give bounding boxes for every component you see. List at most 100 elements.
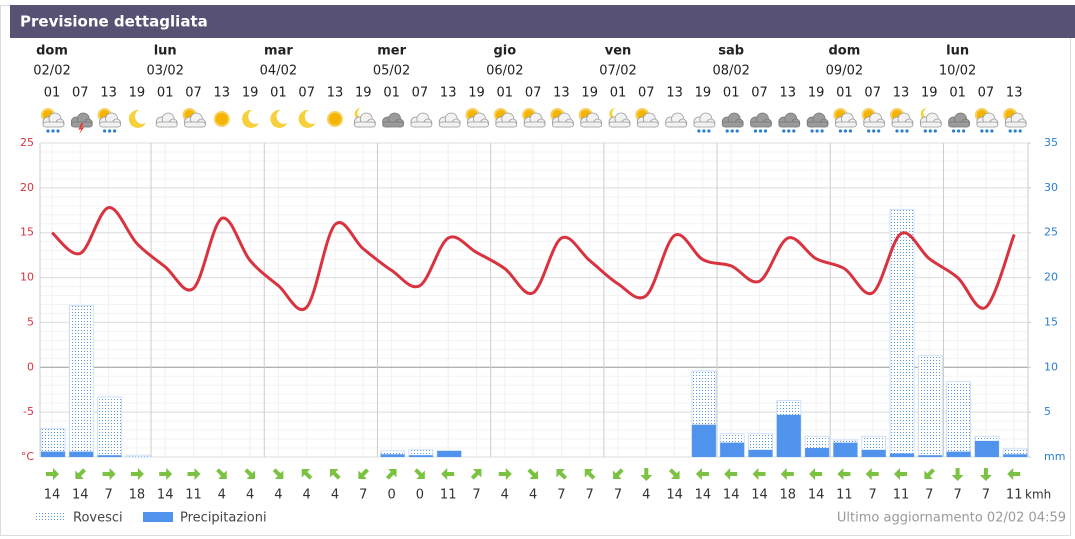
day-date: 05/02: [373, 64, 410, 79]
wind-speed: 7: [557, 488, 565, 503]
legend-swatch: [143, 512, 173, 522]
rain-drop: [962, 129, 966, 133]
weather-icon: [522, 108, 546, 128]
hour-label: 07: [72, 86, 89, 101]
wind-arrow: [272, 468, 284, 479]
wind-speed: 11: [440, 488, 457, 503]
rain-drop: [838, 129, 842, 133]
weather-icon: [1003, 108, 1027, 133]
rain-drop: [113, 129, 117, 133]
day-date: 10/02: [939, 64, 976, 79]
wind-speed: 4: [331, 488, 339, 503]
wind-arrow: [724, 468, 738, 480]
hour-label: 01: [723, 86, 740, 101]
rain-drop: [108, 129, 112, 133]
precip-bar: [861, 449, 886, 457]
hour-label: 13: [214, 86, 231, 101]
hour-label: 19: [581, 86, 598, 101]
weather-icon: [327, 111, 343, 127]
precip-bar: [748, 449, 773, 457]
rain-drop: [923, 129, 927, 133]
weather-icon: [974, 108, 999, 133]
weather-icon: [550, 108, 574, 128]
wind-arrow: [358, 468, 369, 479]
day-date: 09/02: [826, 64, 863, 79]
hour-label: 13: [327, 86, 344, 101]
wind-arrow: [187, 468, 201, 480]
wind-speed: 4: [274, 488, 282, 503]
weather-icon: [721, 112, 744, 133]
hour-label: 07: [864, 86, 881, 101]
moon: [128, 109, 146, 128]
day-name: mer: [377, 44, 406, 59]
rain-drop: [51, 129, 55, 133]
shower-bar: [946, 381, 972, 458]
wind-unit: kmh: [1025, 488, 1051, 502]
y-tick-label: 20: [20, 181, 34, 194]
rain-drop: [952, 129, 956, 133]
hour-label: 13: [666, 86, 683, 101]
rain-drop: [1018, 129, 1022, 133]
rain-drop: [103, 129, 107, 133]
hour-label: 01: [44, 86, 61, 101]
wind-arrow: [1007, 468, 1021, 480]
wind-arrow: [924, 468, 935, 479]
wind-speed: 7: [869, 488, 877, 503]
rain-drop: [1013, 129, 1017, 133]
rain-drop: [990, 129, 994, 133]
day-name: lun: [154, 44, 177, 59]
wind-arrow: [414, 468, 425, 479]
weather-icon: [242, 109, 260, 128]
moon: [298, 109, 316, 128]
wind-arrow: [640, 468, 653, 481]
wind-speed: 14: [808, 488, 825, 503]
hour-label: 13: [893, 86, 910, 101]
rain-drop: [933, 129, 937, 133]
hour-label: 07: [638, 86, 655, 101]
precip-bar: [380, 454, 405, 457]
weather-icon: [353, 107, 376, 128]
title: Previsione dettagliata: [20, 13, 208, 31]
wind-speed: 7: [982, 488, 990, 503]
day-date: 02/02: [33, 64, 70, 79]
y-tick-label: °C: [21, 450, 35, 463]
rain-drop: [877, 129, 881, 133]
wind-arrow: [951, 468, 964, 481]
legend-label: Precipitazioni: [180, 511, 267, 526]
wind-arrow: [780, 468, 794, 480]
wind-arrow: [752, 468, 766, 480]
wind-arrow: [46, 468, 59, 480]
hour-label: 19: [921, 86, 938, 101]
rain-drop: [697, 129, 701, 133]
weather-icon: [41, 108, 65, 133]
precip-bar: [918, 455, 943, 457]
y2-tick-label: 25: [1044, 226, 1058, 239]
shower-bar: [889, 208, 915, 458]
precip-bar: [408, 455, 433, 457]
weather-icon: [608, 107, 631, 128]
wind-arrow: [216, 468, 227, 479]
weather-icon: [890, 108, 914, 133]
hour-label: 01: [270, 86, 287, 101]
weather-icon: [806, 112, 829, 133]
hour-label: 07: [978, 86, 995, 101]
wind-arrow: [613, 468, 624, 479]
y-tick-label: -5: [23, 405, 34, 418]
wind-arrow: [301, 469, 313, 480]
precip-bar: [776, 414, 801, 457]
hour-label: 01: [836, 86, 853, 101]
hour-label: 13: [440, 86, 457, 101]
sun: [327, 111, 343, 127]
wind-arrow: [102, 468, 116, 480]
rain-drop: [905, 129, 909, 133]
hour-label: 19: [355, 86, 372, 101]
day-date: 06/02: [486, 64, 523, 79]
day-date: 07/02: [599, 64, 636, 79]
day-name: mar: [264, 44, 293, 59]
moon: [242, 109, 260, 128]
wind-speed: 14: [157, 488, 174, 503]
rain-drop: [763, 129, 768, 133]
wind-speed: 4: [529, 488, 537, 503]
rain-drop: [848, 129, 852, 133]
